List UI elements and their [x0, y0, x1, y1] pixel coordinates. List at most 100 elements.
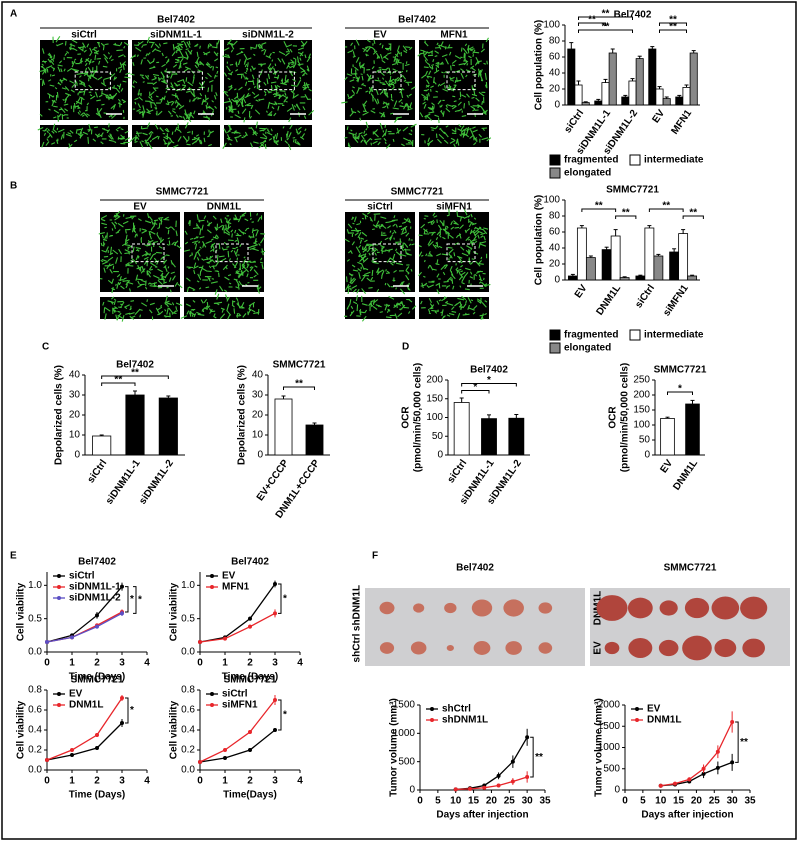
bar	[585, 257, 596, 281]
y-tick-label: 0.0	[28, 647, 42, 658]
y-tick-label: 200	[426, 375, 443, 386]
legend-label: EV	[647, 704, 661, 715]
bar	[581, 102, 590, 106]
y-tick-label: 20	[69, 410, 81, 421]
mitochondria	[341, 39, 416, 123]
legend-marker	[635, 718, 639, 722]
legend-label: shDNM1L	[442, 715, 488, 726]
legend-marker	[57, 692, 61, 696]
significance-bracket	[101, 375, 169, 379]
x-axis-label: Time (Days)	[69, 672, 126, 683]
micrograph	[345, 297, 415, 319]
x-tick-label: 1	[222, 658, 228, 669]
tumor	[473, 641, 491, 655]
zoom-box	[74, 71, 111, 91]
significance-bracket	[648, 208, 684, 212]
tumor	[410, 641, 427, 655]
x-tick-label: 1	[69, 776, 75, 787]
bar	[610, 235, 621, 281]
y-tick-label: 50	[639, 435, 651, 446]
significance: **	[602, 9, 610, 20]
point	[715, 749, 720, 754]
significance-bracket	[530, 736, 534, 778]
y-tick-label: 0.0	[181, 765, 195, 776]
significance: **	[689, 208, 697, 219]
group-title: Bel7402	[157, 15, 195, 26]
significance-bracket	[659, 29, 687, 33]
y-axis-label: Cell viability	[169, 700, 180, 759]
zoom-box	[166, 71, 203, 91]
image-label: siDNM1L-1	[150, 30, 202, 41]
y-tick-label: 150	[426, 393, 443, 404]
legend-marker	[430, 718, 434, 722]
bar	[685, 403, 700, 456]
bar	[687, 275, 698, 281]
y-tick-label: 2000	[598, 700, 621, 711]
mitochondria	[222, 39, 315, 123]
tumor	[658, 639, 679, 657]
bar	[601, 249, 612, 281]
point	[95, 746, 99, 750]
significance: *	[473, 382, 477, 393]
series-line	[199, 699, 276, 763]
y-tick-label: 20	[549, 259, 561, 270]
tumor	[379, 601, 395, 615]
mitochondria	[421, 124, 492, 148]
x-tick-label: 30	[522, 796, 534, 807]
zoom-box	[258, 71, 295, 91]
significance-bracket	[682, 215, 704, 219]
bar	[567, 48, 576, 106]
bar	[635, 58, 644, 106]
zoom-box	[215, 243, 249, 263]
y-axis-label: (pmol/min/50,000 cells)	[413, 363, 424, 473]
micrograph	[184, 212, 264, 292]
x-tick-label: 4	[144, 658, 150, 669]
photo-title: SMMC7721	[664, 563, 717, 574]
legend-label: DNM1L	[69, 700, 103, 711]
row-label: shCtrl	[352, 633, 363, 662]
bar	[453, 402, 470, 456]
point	[70, 635, 74, 640]
x-axis-label: Days after injection	[641, 810, 733, 821]
y-tick-label: 50	[432, 431, 444, 442]
y-tick-label: 250	[633, 375, 650, 386]
point	[198, 640, 202, 644]
image-label: siDNM1L-2	[242, 30, 294, 41]
y-tick-label: 500	[603, 763, 620, 774]
point	[95, 624, 99, 629]
legend-label: intermediate	[644, 330, 704, 341]
point	[223, 636, 227, 641]
micrograph	[419, 212, 489, 292]
y-tick-label: 0	[554, 100, 560, 111]
x-tick-label: siDNM1L-2	[137, 458, 176, 507]
x-tick-label: 5	[435, 796, 441, 807]
bar	[125, 394, 145, 456]
significance: **	[669, 22, 677, 33]
bar	[601, 82, 610, 106]
series-line	[660, 761, 733, 787]
y-tick-label: 0.0	[28, 765, 42, 776]
point	[730, 720, 735, 724]
y-tick-label: 80	[549, 211, 561, 222]
legend-marker	[210, 585, 214, 589]
legend-marker	[57, 585, 61, 589]
chart-title: Bel7402	[116, 360, 154, 371]
y-tick-label: 0.5	[28, 613, 42, 624]
bar	[567, 275, 578, 281]
significance-bracket	[578, 22, 606, 26]
chart-title: Bel7402	[231, 557, 269, 568]
significance-bracket	[581, 208, 617, 212]
significance: *	[138, 595, 142, 606]
series-line	[199, 612, 276, 643]
point	[496, 773, 501, 778]
mitochondria	[420, 295, 488, 321]
y-axis-label: Depolarized cells (%)	[237, 365, 248, 465]
legend-swatch	[549, 154, 561, 166]
y-tick-label: 100	[633, 420, 650, 431]
significance: **	[535, 752, 543, 763]
y-tick-label: 0.2	[181, 745, 195, 756]
bar	[158, 397, 178, 456]
legend-marker	[57, 596, 61, 600]
point	[120, 584, 124, 589]
y-tick-label: 20	[549, 84, 561, 95]
